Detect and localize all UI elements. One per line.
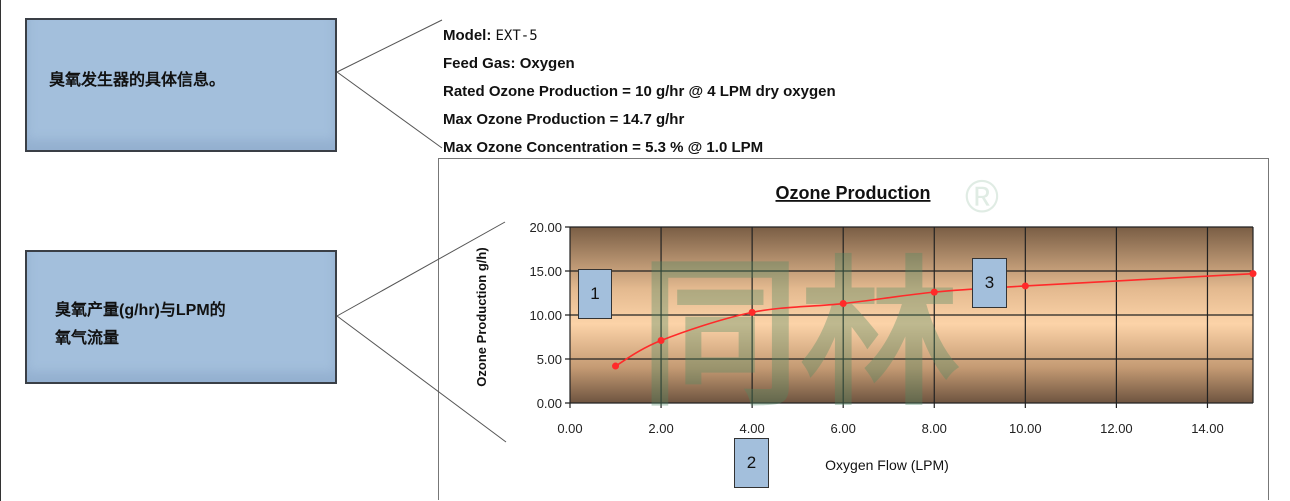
- y-tick-label: 0.00: [537, 396, 562, 411]
- info-callout-box: 臭氧发生器的具体信息。: [25, 18, 337, 152]
- data-point: [839, 300, 847, 308]
- data-point: [748, 308, 756, 316]
- data-point: [1249, 270, 1257, 278]
- registered-mark: ®: [965, 170, 999, 222]
- x-tick-label: 4.00: [739, 421, 764, 436]
- info-callout-text: 臭氧发生器的具体信息。: [49, 72, 226, 89]
- spec-feed-gas: Feed Gas: Oxygen: [443, 55, 575, 72]
- y-tick-label: 5.00: [537, 352, 562, 367]
- marker-2: 2: [734, 438, 769, 488]
- chart-title: Ozone Production: [776, 183, 931, 203]
- spec-rated: Rated Ozone Production = 10 g/hr @ 4 LPM…: [443, 83, 836, 100]
- marker-1: 1: [578, 269, 612, 319]
- series-line: [615, 272, 1254, 367]
- callout-lines: [336, 19, 507, 443]
- spec-max-production: Max Ozone Production = 14.7 g/hr: [443, 111, 685, 128]
- model-value: EXT-5: [495, 28, 538, 44]
- data-point: [930, 288, 938, 296]
- chart-callout-line1: 臭氧产量(g/hr)与LPM的: [55, 302, 226, 319]
- x-tick-label: 2.00: [648, 421, 673, 436]
- x-axis-label: Oxygen Flow (LPM): [825, 457, 949, 473]
- y-tick-label: 20.00: [529, 220, 562, 235]
- spec-list: Model: EXT-5 Feed Gas: Oxygen Rated Ozon…: [443, 22, 836, 162]
- callout-line: [336, 315, 507, 443]
- x-tick-label: 8.00: [922, 421, 947, 436]
- y-tick-label: 15.00: [529, 264, 562, 279]
- x-tick-label: 10.00: [1009, 421, 1042, 436]
- chart-frame: [438, 158, 1269, 500]
- model-label: Model:: [443, 27, 492, 44]
- data-point: [657, 337, 665, 345]
- spec-model: Model: EXT-5: [443, 22, 836, 50]
- y-tick-label: 10.00: [529, 308, 562, 323]
- callout-line: [336, 71, 443, 149]
- data-point: [1021, 282, 1029, 290]
- y-axis-label: Ozone Production g/h): [474, 247, 489, 386]
- spec-max-concentration: Max Ozone Concentration = 5.3 % @ 1.0 LP…: [443, 139, 764, 156]
- left-border: [0, 0, 1, 501]
- x-tick-label: 12.00: [1100, 421, 1133, 436]
- x-tick-label: 6.00: [831, 421, 856, 436]
- chart-callout-line2: 氧气流量: [55, 330, 120, 347]
- data-point: [612, 362, 620, 370]
- x-tick-label: 0.00: [557, 421, 582, 436]
- callout-line: [336, 221, 506, 317]
- chart-callout-box: 臭氧产量(g/hr)与LPM的 氧气流量: [25, 250, 337, 384]
- x-tick-label: 14.00: [1191, 421, 1224, 436]
- callout-line: [336, 19, 443, 73]
- watermark-text: 同林: [640, 245, 960, 424]
- marker-3: 3: [972, 258, 1007, 308]
